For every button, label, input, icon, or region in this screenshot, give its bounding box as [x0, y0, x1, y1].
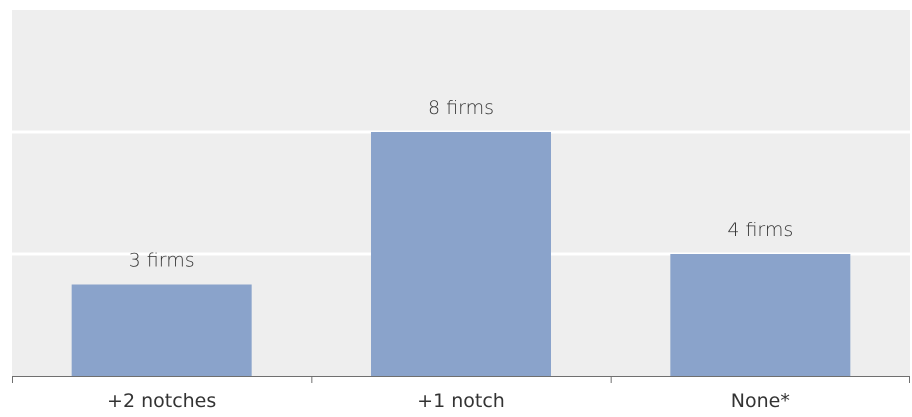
x-tick-label-2: None*	[731, 390, 790, 412]
data-labels-group: 3 firms 8 firms 4 firms	[129, 97, 794, 272]
data-label-2: 4 firms	[727, 219, 793, 241]
x-axis	[12, 376, 910, 383]
x-tick-label-1: +1 notch	[417, 390, 505, 412]
data-label-1: 8 firms	[428, 97, 494, 119]
bar-0	[71, 284, 252, 376]
bars-group	[71, 132, 851, 376]
bar-1	[371, 132, 551, 376]
grid-band-2	[12, 10, 910, 131]
x-tick-label-0: +2 notches	[107, 390, 216, 412]
data-label-0: 3 firms	[129, 250, 195, 272]
bar-2	[670, 254, 851, 376]
x-tick-labels: +2 notches +1 notch None*	[107, 390, 790, 412]
